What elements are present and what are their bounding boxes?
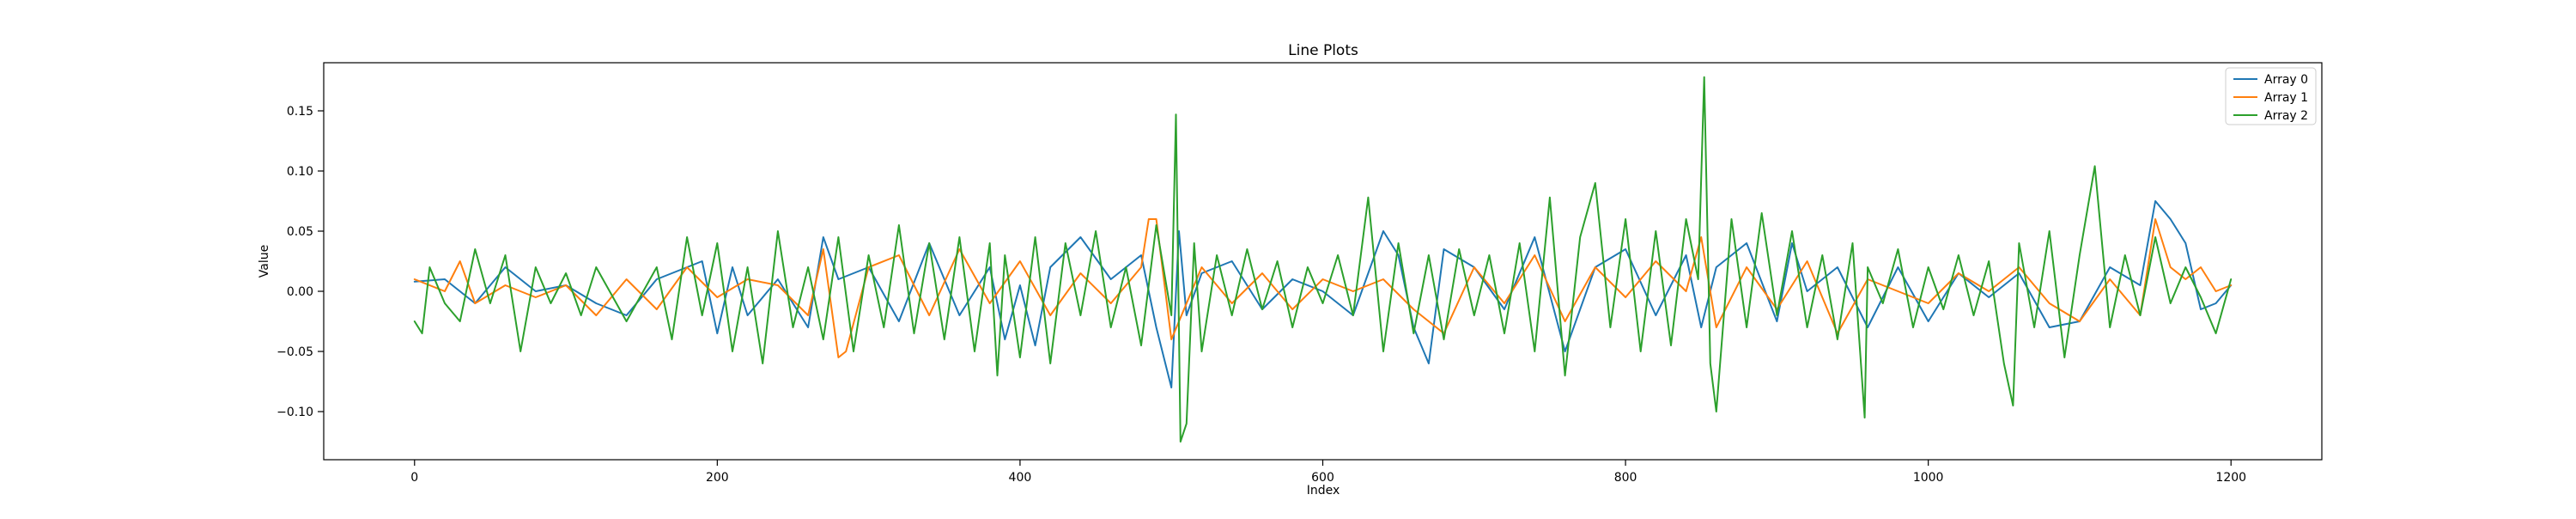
plot-area	[323, 62, 2323, 461]
legend-label-1: Array 1	[2264, 91, 2308, 105]
y-axis: −0.10 −0.05 0.00 0.05 0.10 0.15	[276, 105, 324, 419]
y-tick-label: 0.05	[287, 225, 313, 239]
legend-label-2: Array 2	[2264, 109, 2308, 123]
x-axis: 0 200 400 600 800 1000 1200	[410, 460, 2246, 485]
x-tick-label: 0	[410, 471, 418, 485]
x-axis-label: Index	[1307, 484, 1340, 498]
y-tick-label: 0.15	[287, 105, 313, 119]
x-tick-label: 1200	[2215, 471, 2246, 485]
y-axis-label: Value	[258, 245, 271, 278]
x-tick-label: 800	[1614, 471, 1637, 485]
legend-box	[2225, 67, 2317, 125]
chart-title: Line Plots	[1288, 42, 1358, 59]
legend-label-0: Array 0	[2264, 73, 2308, 87]
legend: Array 0 Array 1 Array 2	[2225, 67, 2317, 125]
x-tick-label: 200	[706, 471, 729, 485]
y-tick-label: 0.10	[287, 165, 313, 179]
series-line-0	[413, 200, 2233, 388]
series-line-2	[413, 76, 2233, 443]
series-line-1	[413, 218, 2233, 358]
y-tick-label: 0.00	[287, 285, 313, 299]
x-tick-label: 600	[1311, 471, 1334, 485]
x-tick-label: 1000	[1913, 471, 1944, 485]
y-tick-label: −0.10	[276, 406, 313, 419]
x-tick-label: 400	[1009, 471, 1032, 485]
y-tick-label: −0.05	[276, 345, 313, 359]
